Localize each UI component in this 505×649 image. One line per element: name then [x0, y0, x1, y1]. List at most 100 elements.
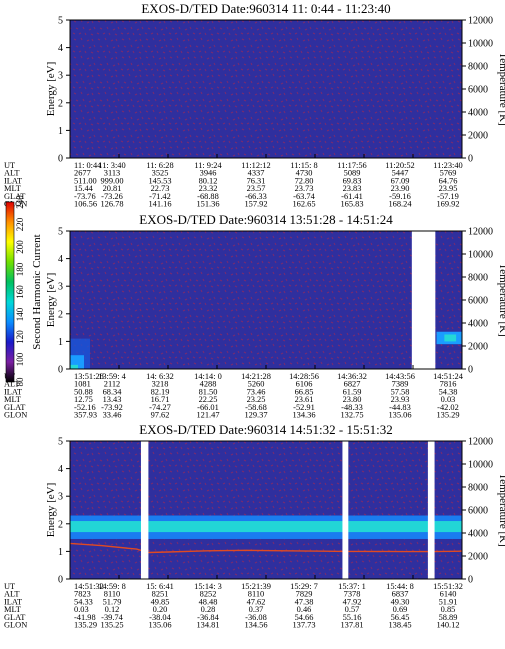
- energy-tick-label: 2: [58, 519, 63, 530]
- ephemeris-value: 68.34: [103, 387, 123, 396]
- energy-axis-label: Energy [eV]: [45, 273, 57, 327]
- ephemeris-value: 54.38: [439, 387, 458, 396]
- temperature-tick-label: 8000: [468, 62, 488, 73]
- ephemeris-row-label: ALT: [4, 590, 20, 599]
- ephemeris-value: -36.84: [197, 613, 219, 622]
- energy-tick-label: 2: [58, 309, 63, 320]
- ephemeris-value: 15:21:39: [241, 582, 271, 591]
- energy-tick-label: 1: [58, 126, 63, 137]
- ephemeris-row-label: UT: [4, 582, 15, 591]
- ephemeris-value: 64.76: [439, 176, 458, 185]
- ephemeris-value: 73.46: [247, 387, 266, 396]
- ephemeris-row-label: ALT: [4, 380, 20, 389]
- temperature-tick-label: 12000: [468, 227, 493, 238]
- ephemeris-value: 4288: [200, 380, 217, 389]
- energy-tick-label: 0: [58, 365, 63, 376]
- ephemeris-value: 15:37: 1: [338, 582, 366, 591]
- ephemeris-value: 7823: [74, 590, 91, 599]
- energy-tick-label: 2: [58, 98, 63, 109]
- panel-title: EXOS-D/TED Date:960314 13:51:28 - 14:51:…: [139, 212, 393, 227]
- energy-band-core: [70, 521, 462, 533]
- ephemeris-value: -36.08: [245, 613, 267, 622]
- spectrogram-background: [70, 231, 462, 369]
- ephemeris-value: 0.85: [441, 605, 456, 614]
- ephemeris-value: 51.91: [439, 597, 458, 606]
- ephemeris-value: 14:43:56: [385, 372, 415, 381]
- ephemeris-row-label: GLON: [4, 200, 27, 209]
- chart-panel-2: EXOS-D/TED Date:960314 13:51:28 - 14:51:…: [4, 212, 505, 420]
- temperature-tick-label: 0: [468, 365, 473, 376]
- ephemeris-value: 3525: [152, 169, 169, 178]
- ephemeris-value: 0.57: [345, 605, 360, 614]
- chart-panel-3: EXOS-D/TED Date:960314 14:51:32 - 15:51:…: [4, 422, 505, 630]
- temperature-tick-label: 12000: [468, 16, 493, 27]
- colorbar-tick-label: 200: [15, 240, 25, 254]
- colorbar-tick-label: 180: [15, 262, 25, 276]
- ephemeris-value: 23.93: [391, 395, 410, 404]
- panels: EXOS-D/TED Date:960314 11: 0:44 - 11:23:…: [4, 1, 505, 630]
- ephemeris-value: 23.95: [439, 184, 458, 193]
- ephemeris-value: 132.75: [340, 411, 363, 420]
- energy-tick-label: 3: [58, 282, 63, 293]
- ephemeris-value: 140.12: [436, 621, 459, 630]
- ephemeris-value: -48.33: [341, 403, 363, 412]
- ephemeris-value: 54.33: [74, 597, 93, 606]
- ephemeris-value: 7389: [392, 380, 409, 389]
- data-gap-1: [140, 441, 149, 579]
- ephemeris-value: 6837: [392, 590, 409, 599]
- energy-tick-label: 0: [58, 575, 63, 586]
- energy-tick-label: 3: [58, 71, 63, 82]
- ephemeris-value: 16.71: [151, 395, 170, 404]
- ephemeris-value: 129.37: [244, 411, 267, 420]
- ephemeris-value: 76.31: [247, 176, 266, 185]
- ephemeris-value: 169.92: [436, 200, 459, 209]
- ephemeris-value: 15:44: 8: [386, 582, 414, 591]
- temperature-tick-label: 6000: [468, 85, 488, 96]
- ephemeris-value: 134.36: [292, 411, 315, 420]
- ephemeris-value: 12.75: [74, 395, 93, 404]
- temperature-tick-label: 10000: [468, 39, 493, 50]
- ephemeris-value: 23.57: [247, 184, 266, 193]
- ephemeris-value: -66.33: [245, 192, 267, 201]
- ephemeris-value: 15:51:32: [433, 582, 463, 591]
- ephemeris-value: 14:59: 8: [98, 582, 126, 591]
- ephemeris-value: -52.91: [293, 403, 315, 412]
- ephemeris-value: 3113: [104, 169, 120, 178]
- ephemeris-value: 106.56: [74, 200, 97, 209]
- data-gap-1: [411, 231, 436, 369]
- ephemeris-value: 165.83: [340, 200, 363, 209]
- ephemeris-value: 8252: [200, 590, 217, 599]
- ephemeris-value: 5447: [392, 169, 409, 178]
- ephemeris-value: 134.81: [196, 621, 219, 630]
- ephemeris-value: 97.62: [151, 411, 170, 420]
- ephemeris-value: 6827: [344, 380, 361, 389]
- temperature-tick-label: 8000: [468, 273, 488, 284]
- temperature-tick-label: 6000: [468, 506, 488, 517]
- temperature-tick-label: 10000: [468, 460, 493, 471]
- ephemeris-value: 3946: [200, 169, 217, 178]
- ephemeris-value: 15: 6:41: [146, 582, 174, 591]
- ephemeris-value: 11:12:12: [241, 161, 270, 170]
- ephemeris-value: 4730: [296, 169, 313, 178]
- ephemeris-value: 55.16: [343, 613, 362, 622]
- ephemeris-value: 23.73: [295, 184, 314, 193]
- ephemeris-value: -57.19: [437, 192, 459, 201]
- ephemeris-value: 6106: [296, 380, 313, 389]
- ephemeris-value: 58.89: [439, 613, 458, 622]
- ephemeris-value: -61.41: [341, 192, 363, 201]
- ephemeris-row-label: MLT: [4, 605, 21, 614]
- ephemeris-value: 357.93: [74, 411, 97, 420]
- energy-tick-label: 5: [58, 437, 63, 448]
- ephemeris-value: -44.83: [389, 403, 411, 412]
- ephemeris-value: 49.85: [151, 597, 170, 606]
- ephemeris-value: -41.98: [74, 613, 96, 622]
- ephemeris-value: 54.66: [295, 613, 314, 622]
- ephemeris-value: 23.25: [247, 395, 266, 404]
- ephemeris-value: 11:20:52: [385, 161, 414, 170]
- temperature-axis-label: Temperature [K]: [497, 473, 505, 546]
- ephemeris-value: 22.25: [199, 395, 218, 404]
- ephemeris-value: 14:14: 0: [194, 372, 222, 381]
- ephemeris-value: 0.12: [105, 605, 120, 614]
- ephemeris-value: 7829: [296, 590, 313, 599]
- ephemeris-value: 168.24: [388, 200, 412, 209]
